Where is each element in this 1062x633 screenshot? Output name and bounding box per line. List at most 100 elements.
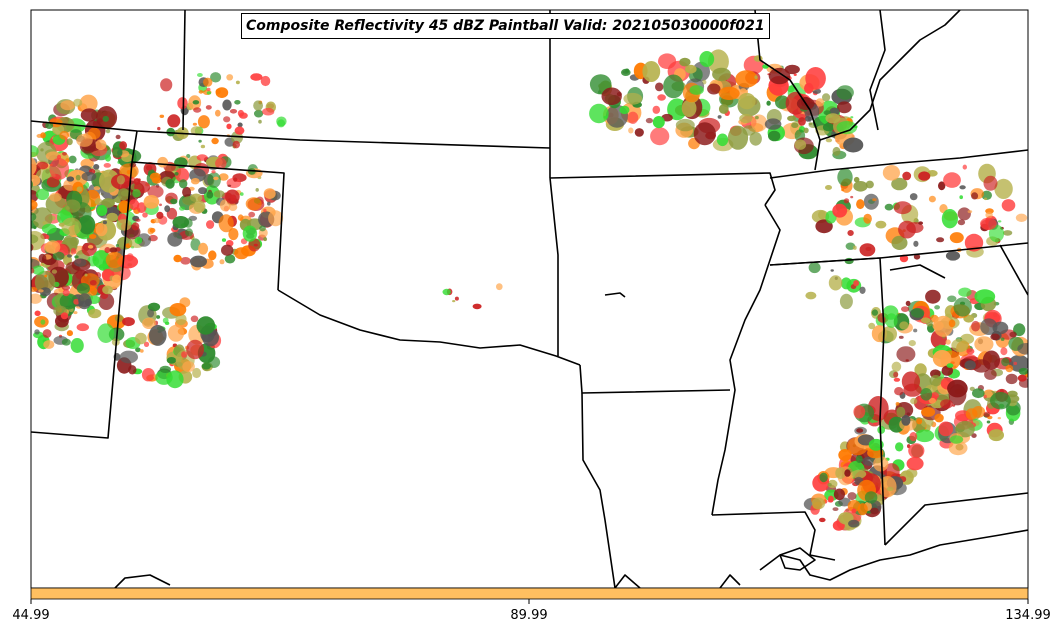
paintball-blob [1000, 337, 1005, 341]
paintball-blob [1017, 374, 1027, 382]
paintball-blob [143, 341, 150, 347]
paintball-blob [31, 174, 41, 186]
paintball-blob [74, 258, 87, 267]
border-al-fl [884, 492, 1028, 546]
paintball-blob [811, 497, 826, 510]
paintball-blob [865, 180, 874, 189]
paintball-blob [182, 186, 192, 198]
paintball-blob [941, 365, 953, 376]
paintball-blob [822, 93, 831, 102]
paintball-blob [139, 349, 144, 353]
paintball-blob [167, 114, 181, 128]
border-mississippi-river [711, 204, 781, 516]
paintball-blob [33, 225, 37, 230]
paintball-blob [131, 222, 140, 231]
paintball-blob [116, 175, 125, 185]
paintball-blob [92, 250, 111, 269]
paintball-blob [170, 198, 178, 205]
paintball-blob [871, 309, 879, 316]
paintball-blob [81, 171, 97, 182]
paintball-blob [190, 238, 201, 251]
paintball-blob [667, 98, 687, 121]
paintball-blob [74, 255, 79, 259]
paintball-blob [59, 293, 78, 310]
paintball-blob [1002, 230, 1013, 236]
paintball-blob [31, 231, 45, 251]
paintball-blob [211, 170, 216, 174]
paintball-blob [198, 187, 208, 195]
paintball-blob [36, 161, 49, 170]
paintball-blob [832, 203, 848, 218]
paintball-blob [652, 116, 665, 129]
paintball-blob [248, 238, 261, 252]
paintball-blob [255, 188, 259, 192]
paintball-blob [43, 340, 55, 349]
paintball-blob [213, 190, 225, 198]
paintball-blob [135, 347, 141, 353]
paintball-blob [1018, 367, 1028, 375]
paintball-blob [93, 186, 101, 191]
paintball-blob [1001, 357, 1010, 367]
paintball-blob [938, 181, 946, 191]
paintball-blob [947, 295, 957, 303]
paintball-blob [88, 308, 102, 319]
paintball-blob [642, 61, 661, 82]
paintball-blob [990, 333, 1000, 341]
paintball-blob [61, 285, 71, 291]
paintball-blob [936, 237, 945, 243]
paintball-blob [175, 168, 190, 183]
paintball-blob [878, 476, 897, 498]
paintball-blob [81, 242, 97, 256]
paintball-blob [844, 257, 854, 265]
paintball-blob [853, 280, 859, 287]
paintball-blob [819, 472, 828, 483]
paintball-blob [62, 289, 70, 297]
paintball-blob [198, 90, 204, 94]
paintball-blob [101, 198, 115, 208]
paintball-blob [884, 203, 894, 211]
paintball-blob [59, 130, 70, 140]
paintball-blob [941, 209, 959, 229]
paintball-blob [31, 243, 34, 252]
paintball-blob [836, 85, 854, 100]
paintball-blob [853, 181, 868, 192]
paintball-blob [496, 283, 503, 291]
paintball-blob [159, 203, 162, 207]
paintball-blob [921, 407, 936, 417]
paintball-blob [196, 154, 208, 161]
colorbar-tick-label-max: 134.99 [1005, 608, 1051, 623]
colorbar-tick-label-min: 44.99 [12, 608, 50, 623]
paintball-blob [39, 287, 51, 297]
paintball-blob [685, 64, 697, 74]
border-ohio-river [819, 10, 961, 141]
paintball-blob [891, 361, 902, 372]
paintball-blob [786, 85, 795, 93]
paintball-blob [971, 320, 981, 332]
paintball-blob [164, 321, 170, 325]
paintball-blob [828, 275, 843, 291]
paintball-blob [73, 298, 80, 305]
paintball-blob [169, 303, 187, 317]
paintball-blob [105, 154, 111, 162]
paintball-blob [754, 75, 758, 79]
paintball-blob [87, 245, 94, 249]
paintball-blob [203, 77, 213, 87]
paintball-blob [938, 421, 954, 437]
paintball-blob [34, 310, 41, 317]
paintball-blob [102, 285, 113, 295]
paintball-blob [60, 312, 69, 320]
paintball-blob [945, 339, 951, 345]
border-tx-panhandle [277, 289, 581, 366]
paintball-blob [105, 128, 111, 134]
paintball-blob [853, 405, 866, 419]
paintball-blob [893, 371, 899, 378]
paintball-blob [156, 211, 164, 219]
paintball-blob [838, 449, 852, 461]
paintball-blob [716, 133, 729, 147]
paintball-blob [229, 109, 238, 114]
paintball-blob [193, 107, 202, 113]
paintball-blob [898, 335, 904, 339]
paintball-blob [263, 188, 276, 200]
paintball-blob [988, 429, 1004, 442]
paintball-blob [844, 469, 851, 477]
